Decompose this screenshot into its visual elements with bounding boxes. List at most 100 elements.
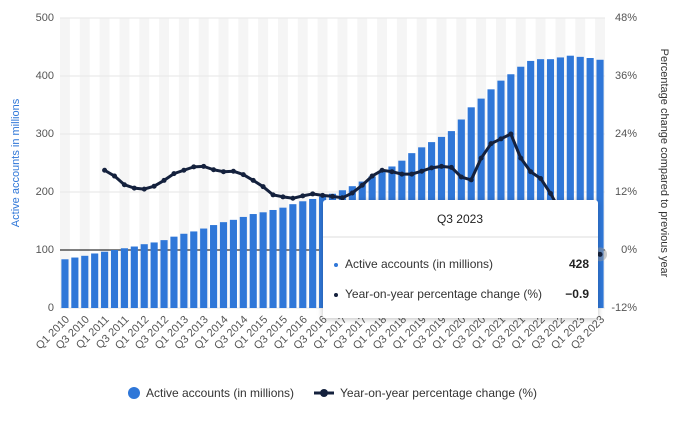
bar [566,55,574,309]
bar [299,201,307,308]
band-stripe [278,18,288,308]
point [290,195,296,201]
point [270,192,276,198]
y2-tick-label: 0% [621,244,637,256]
point [429,165,435,171]
point [121,182,127,188]
tooltip-label: Year-on-year percentage change (%) [345,287,542,301]
bar [309,198,317,308]
legend-swatch [128,387,140,399]
point [488,141,494,147]
tooltip: Q3 2023 Active accounts (in millions) 42… [323,200,598,318]
bar [200,228,208,308]
bar [556,57,564,308]
tooltip-box [323,200,598,318]
y2-tick-label: 24% [615,128,637,140]
bar [61,259,69,308]
point [260,184,266,190]
point [171,171,177,177]
tooltip-value: −0.9 [565,287,589,301]
point [439,163,444,169]
y2-tick-label: -12% [611,302,637,314]
point [221,169,226,175]
point [359,182,365,188]
band-stripe [357,18,368,308]
bar [546,59,555,309]
point [161,177,167,183]
y-tick-label: 0 [48,302,54,314]
bar [101,251,109,308]
bar [279,207,287,308]
y-tick-label: 500 [36,12,54,24]
bar [210,225,218,308]
point [528,169,534,175]
bar [229,219,237,308]
bar [71,257,79,308]
point [102,167,108,173]
bar [319,196,327,308]
point [389,169,395,175]
bar [219,222,228,308]
point [131,185,137,191]
y-tick-label: 200 [36,186,54,198]
bar [120,248,128,308]
point [339,195,345,201]
point [498,136,504,142]
band-stripe [258,18,269,308]
point [191,164,197,170]
y-axis-label: Active accounts in millions [10,98,22,227]
bar [180,233,188,308]
band-stripe [238,18,249,308]
point [349,190,355,196]
point [419,168,425,174]
point [508,131,514,137]
y2-tick-label: 48% [615,12,637,24]
point [548,190,553,196]
point [250,177,256,183]
band-stripe [159,18,169,308]
bar [487,89,495,308]
y2-tick-label: 36% [615,70,637,82]
y-tick-label: 300 [36,128,54,140]
band-stripe [178,18,189,308]
tooltip-bullet [334,263,338,267]
bar [249,214,257,308]
bar [110,250,119,308]
band-stripe [337,18,348,308]
legend-label[interactable]: Year-on-year percentage change (%) [340,386,537,400]
bar [497,80,505,308]
bar [91,253,99,308]
bar [596,59,604,309]
bar [160,240,168,308]
band-stripe [139,18,150,308]
point [369,173,375,179]
point [478,155,484,161]
bar [537,59,545,309]
point [320,192,326,198]
y-tick-label: 100 [36,244,54,256]
bar [517,66,525,308]
bar [81,255,89,308]
point [230,168,236,174]
tooltip-value: 428 [569,257,589,271]
point [211,167,217,173]
bar [507,74,515,308]
point [597,251,603,257]
bar [576,56,584,308]
band-stripe [119,18,130,308]
bar [269,209,277,308]
point [538,175,544,181]
legend-swatch [320,389,328,397]
tooltip-label: Active accounts (in millions) [345,257,493,271]
bar [170,236,178,308]
point [468,177,474,183]
bar [289,204,297,308]
legend-label[interactable]: Active accounts (in millions) [146,386,294,400]
y-tick-label: 400 [36,70,54,82]
bar [527,60,535,308]
band-stripe [218,18,229,308]
bar [239,216,247,308]
point [112,173,117,179]
y2-axis-label: Percentage change compared to previous y… [658,49,670,278]
